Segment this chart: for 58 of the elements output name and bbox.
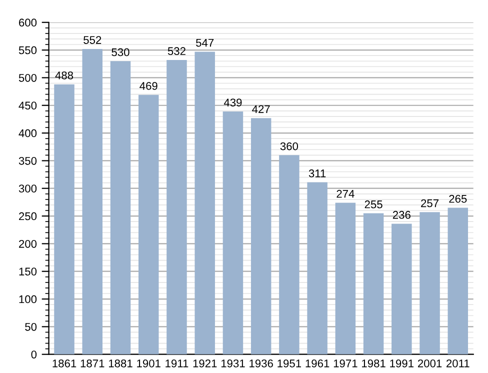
- bar: [335, 202, 356, 354]
- x-tick-label: 1861: [52, 360, 76, 368]
- x-tick-label: 1931: [221, 360, 245, 368]
- y-tick-label: 350: [18, 156, 37, 165]
- x-tick-label: 1991: [390, 360, 414, 368]
- x-tick-label: 2001: [418, 360, 442, 368]
- x-tick-label: 2011: [446, 360, 470, 368]
- data-label: 552: [84, 36, 102, 44]
- x-tick-label: 1921: [193, 360, 217, 368]
- bar: [250, 118, 272, 354]
- bar: [222, 111, 244, 354]
- data-label: 532: [168, 47, 186, 56]
- data-label: 360: [280, 142, 298, 150]
- data-label: 236: [392, 210, 410, 219]
- y-tick-label: 550: [18, 46, 37, 54]
- bar: [54, 84, 74, 354]
- bar: [392, 224, 412, 354]
- bar: [110, 61, 131, 354]
- bar: [138, 94, 159, 354]
- x-tick-label: 1871: [80, 360, 104, 368]
- data-label: 547: [196, 38, 214, 47]
- x-tick-label: 1951: [278, 360, 302, 368]
- bar: [166, 60, 187, 354]
- y-tick-label: 0: [31, 350, 37, 358]
- bar: [82, 48, 103, 354]
- x-tick-label: 1981: [362, 360, 386, 368]
- x-tick-label: 1881: [108, 360, 132, 368]
- y-tick-label: 300: [18, 184, 37, 192]
- y-tick-label: 150: [19, 268, 37, 276]
- bar: [448, 208, 468, 354]
- y-tick-label: 500: [18, 74, 37, 82]
- x-tick-label: 1911: [166, 360, 188, 368]
- x-tick-label: 1936: [250, 360, 273, 368]
- y-tick-label: 250: [19, 212, 37, 220]
- bar: [194, 52, 215, 354]
- y-tick-label: 50: [25, 322, 37, 331]
- data-label: 427: [252, 105, 270, 114]
- x-tick-label: 1901: [137, 360, 160, 368]
- data-label: 265: [449, 194, 467, 203]
- bar: [420, 212, 440, 354]
- data-label: 257: [421, 199, 438, 208]
- x-tick-label: 1971: [334, 360, 358, 368]
- data-label: 439: [224, 98, 242, 106]
- data-label: 274: [336, 190, 354, 198]
- bar: [279, 155, 300, 354]
- data-label: 311: [308, 169, 326, 178]
- data-label: 255: [364, 200, 382, 208]
- bar: [363, 213, 384, 354]
- y-tick-label: 100: [19, 295, 37, 304]
- x-tick-label: 1961: [306, 360, 330, 368]
- data-label: 530: [112, 48, 130, 56]
- y-tick-label: 200: [19, 240, 37, 248]
- y-tick-label: 400: [18, 129, 37, 138]
- data-label: 469: [140, 82, 158, 90]
- y-tick-label: 450: [18, 102, 37, 110]
- bar: [307, 182, 328, 354]
- y-tick-label: 600: [19, 18, 37, 27]
- data-label: 488: [55, 72, 74, 80]
